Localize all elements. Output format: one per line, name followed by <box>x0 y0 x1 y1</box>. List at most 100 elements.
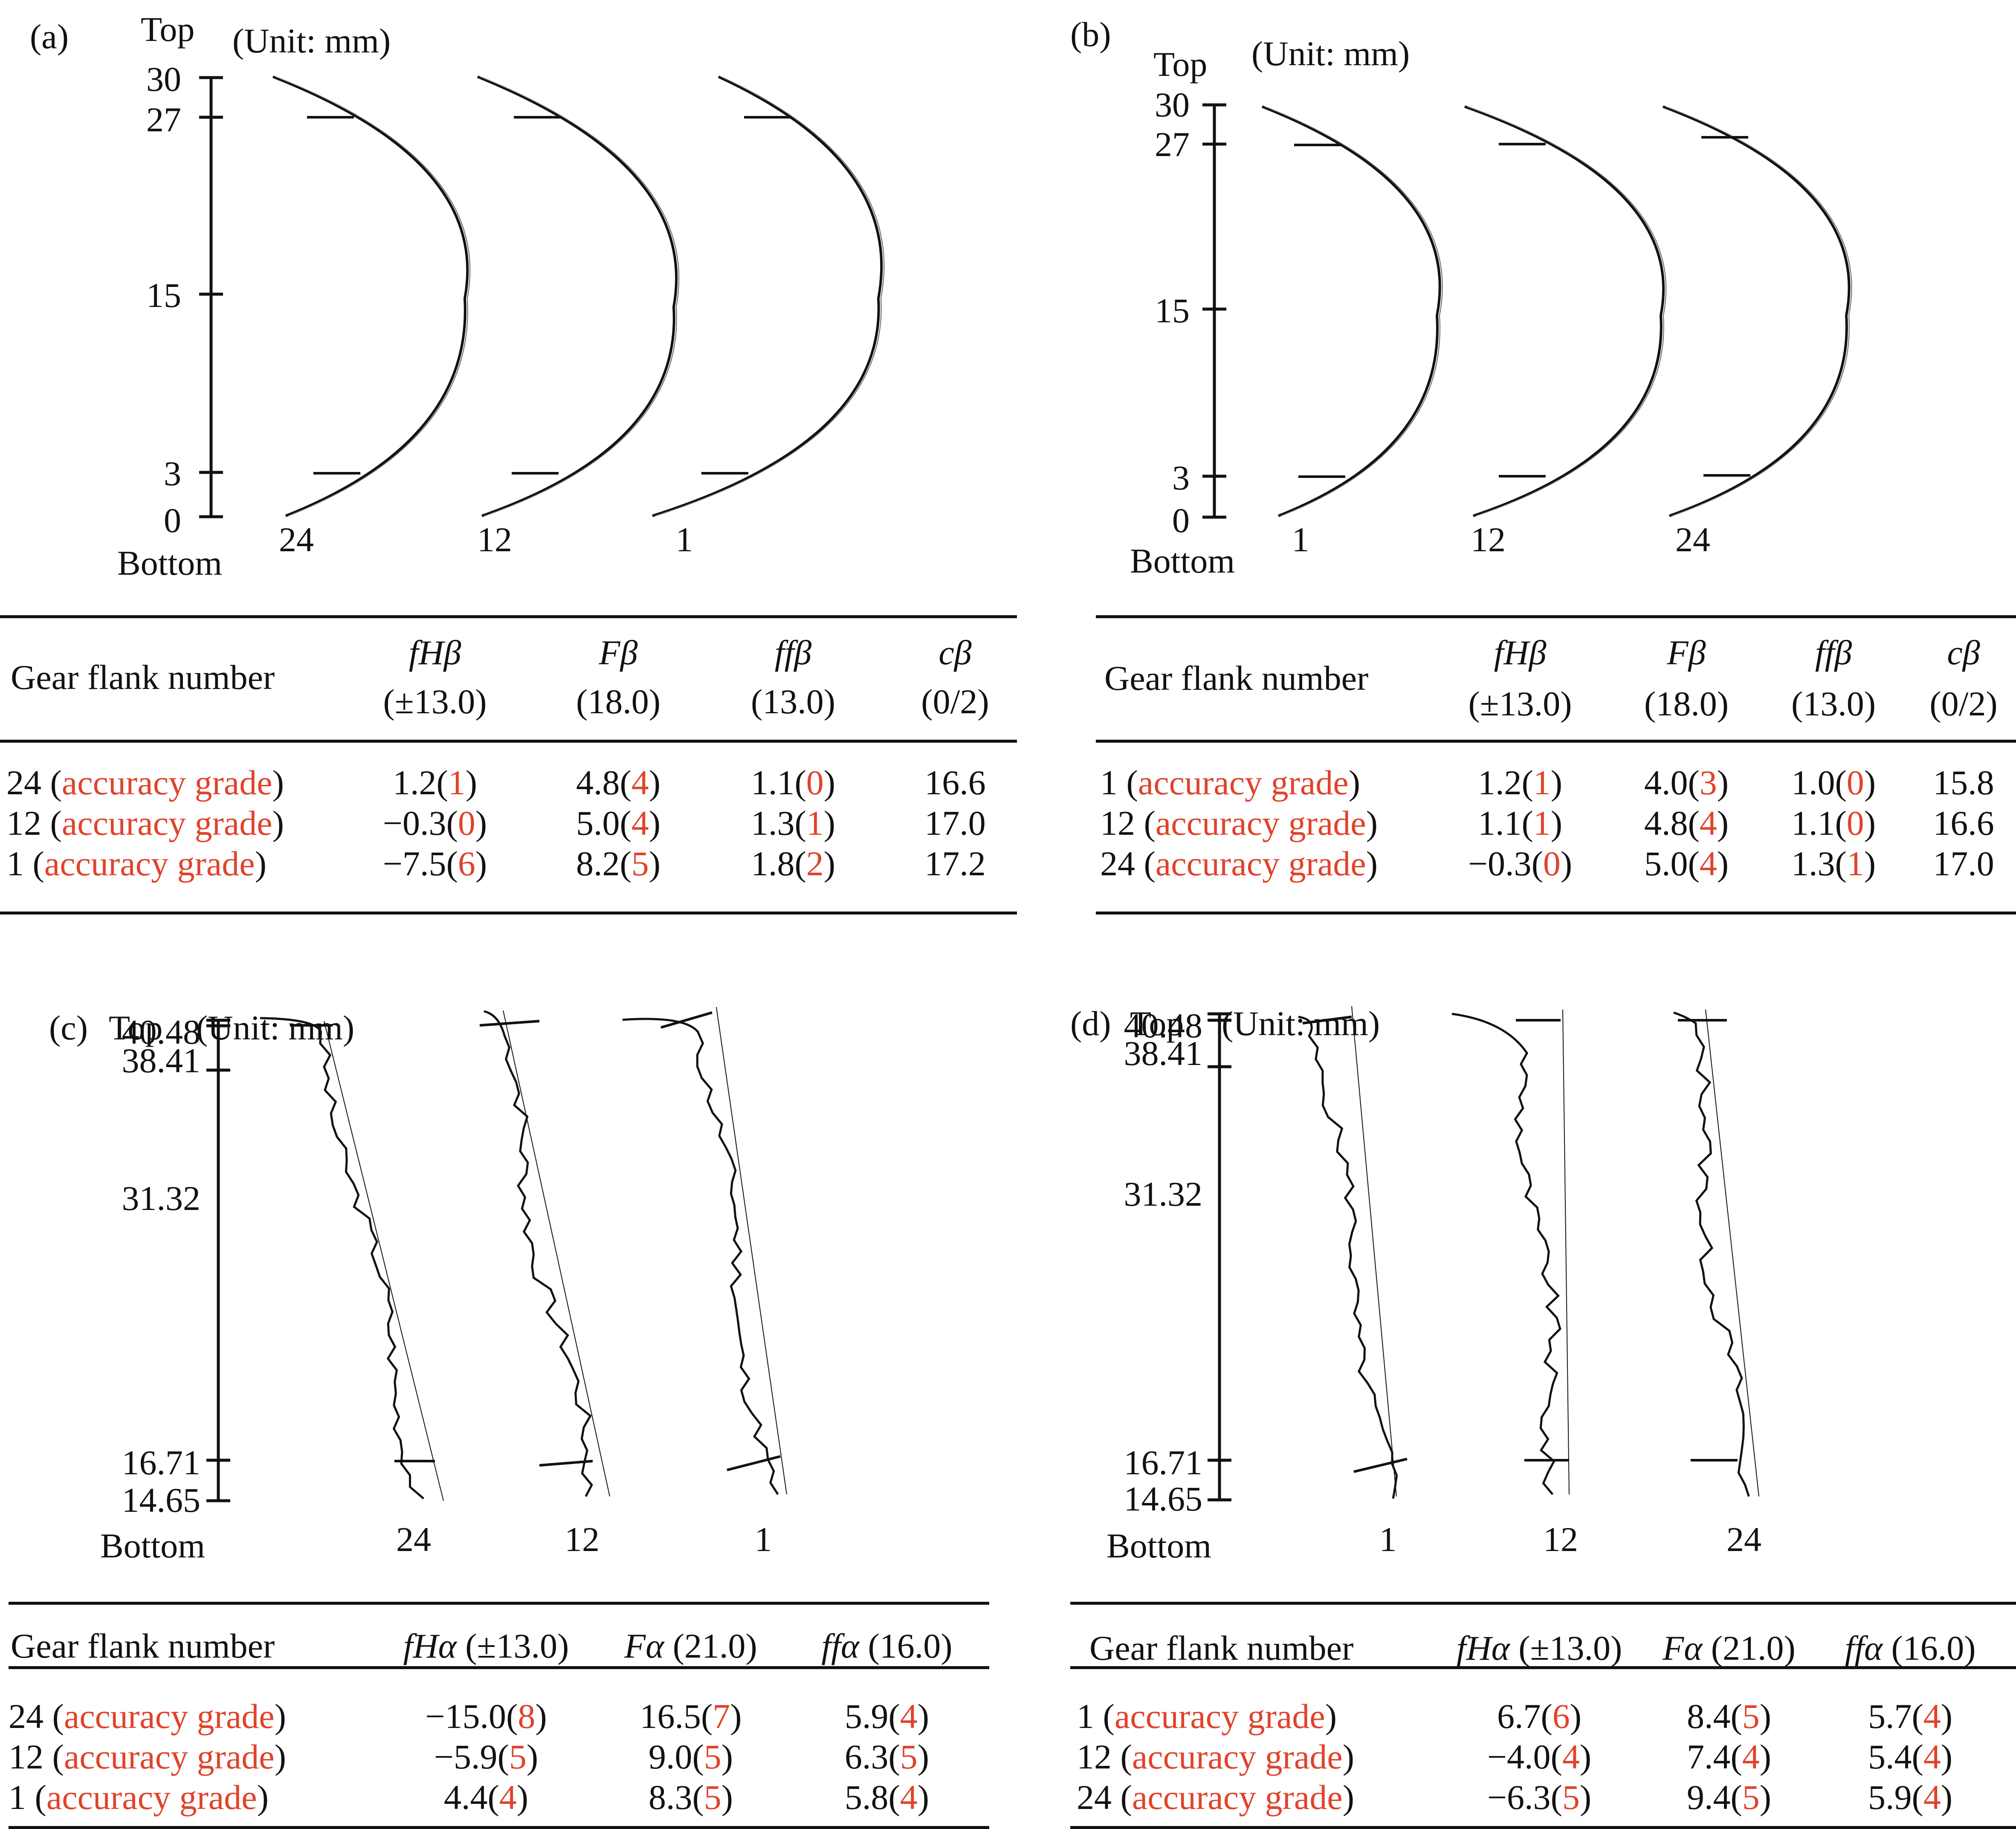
value-text: ) <box>272 763 284 802</box>
measured-trace <box>1464 105 1665 517</box>
value-text: (21.0) <box>664 1626 757 1665</box>
value-text: ) <box>1348 763 1361 802</box>
measured-profile-trace <box>1451 1013 1561 1495</box>
table-rule <box>0 615 1017 618</box>
table-cell: −7.5(6) <box>371 846 499 881</box>
value-text: ( <box>32 844 44 883</box>
value-text: ) <box>721 1778 733 1817</box>
table-row-label: 24 (accuracy grade) <box>1100 846 1378 881</box>
table-header-gear-flank: Gear flank number <box>1104 659 1369 697</box>
tick-label: 38.41 <box>122 1041 201 1080</box>
table-header-tolerance: (0/2) <box>921 682 989 721</box>
value-text: 24 <box>6 763 50 802</box>
table-header-symbol: ffβ <box>1815 633 1852 672</box>
value-text: 1.1 <box>750 763 795 802</box>
table-rule <box>9 1602 989 1605</box>
table-cell: 4.4(4) <box>414 1780 559 1815</box>
unit-label: (Unit: mm) <box>1251 34 1410 73</box>
table-header-tolerance: (±13.0) <box>383 682 487 721</box>
table-rule <box>1096 615 2016 618</box>
value-text: ) <box>475 804 487 842</box>
accuracy-grade-value: accuracy grade <box>1132 1778 1343 1817</box>
table-header-symbol: ffβ <box>774 633 812 672</box>
flank-label: 24 <box>1675 520 1710 559</box>
accuracy-grade-value: 4 <box>1923 1737 1941 1776</box>
panel-tag: (a) <box>30 17 69 56</box>
flank-label: 12 <box>1543 1520 1578 1559</box>
table-header: ffα (16.0) <box>1812 1631 2008 1666</box>
value-text: ) <box>475 844 487 883</box>
value-text: ) <box>917 1697 930 1736</box>
value-text: ( <box>1730 1737 1742 1776</box>
value-text: ( <box>692 1737 704 1776</box>
value-text: 12 <box>9 1737 52 1776</box>
value-text: ) <box>272 804 284 842</box>
table-cell: 1.1(0) <box>729 765 857 800</box>
value-text: ) <box>274 1737 287 1776</box>
value-text: ) <box>1864 844 1876 883</box>
value-text: ( <box>506 1697 518 1736</box>
accuracy-grade-value: 5 <box>704 1737 721 1776</box>
accuracy-grade-value: 5 <box>1742 1697 1760 1736</box>
panel-tag: (d) <box>1070 1004 1111 1043</box>
value-text: ) <box>1579 1778 1592 1817</box>
accuracy-grade-value: 1 <box>1533 763 1551 802</box>
flank-label: 1 <box>1292 520 1309 559</box>
value-text: ( <box>1144 804 1156 842</box>
value-text: ) <box>917 1778 930 1817</box>
table-cell: 15.8 <box>1933 763 1994 802</box>
accuracy-grade-value: 0 <box>1846 804 1864 842</box>
value-text: ( <box>1835 763 1847 802</box>
table-cell: 16.6 <box>1933 804 1994 842</box>
tick-label: 15 <box>1155 291 1190 330</box>
tick-label: 16.71 <box>1124 1443 1203 1482</box>
value-text: −15.0 <box>425 1697 507 1736</box>
measured-profile-trace <box>484 1010 593 1497</box>
table-cell: 8.2(5) <box>554 846 682 881</box>
flank-label: 24 <box>396 1520 431 1559</box>
value-text: ) <box>823 844 836 883</box>
value-text: 8.3 <box>648 1778 692 1817</box>
table-cell: 1.1(0) <box>1770 806 1897 841</box>
table-row-label: 1 (accuracy grade) <box>9 1780 269 1815</box>
value-text: ( <box>52 1737 64 1776</box>
table-cell: −6.3(5) <box>1467 1780 1612 1815</box>
value-text: ( <box>497 1737 509 1776</box>
accuracy-grade-value: accuracy grade <box>1132 1737 1343 1776</box>
value-text: 6.7 <box>1497 1697 1541 1736</box>
tick-label: 27 <box>146 100 181 139</box>
value-text: 1.2 <box>392 763 437 802</box>
table-cell: 6.7(6) <box>1467 1699 1612 1734</box>
value-text: ( <box>1835 804 1847 842</box>
table-cell: 5.0(4) <box>554 806 682 841</box>
table-cell: 9.4(5) <box>1657 1780 1802 1815</box>
table-cell: 1.8(2) <box>729 846 857 881</box>
table-header-tolerance: (13.0) <box>750 682 836 721</box>
table-row-label: 12 (accuracy grade) <box>9 1739 286 1774</box>
table-cell: 1.0(0) <box>1770 765 1897 800</box>
table-row-label: 12 (accuracy grade) <box>1077 1739 1354 1774</box>
measured-profile-trace <box>1673 1011 1750 1497</box>
value-text: ) <box>1759 1737 1772 1776</box>
value-text: 8.4 <box>1686 1697 1731 1736</box>
value-text: 9.4 <box>1686 1778 1731 1817</box>
value-text: ) <box>1560 844 1573 883</box>
accuracy-grade-value: 1 <box>1533 804 1551 842</box>
tick-label: 16.71 <box>122 1443 201 1482</box>
value-text: −5.9 <box>434 1737 498 1776</box>
table-cell: 1.1(1) <box>1456 806 1584 841</box>
accuracy-grade-value: 1 <box>1846 844 1864 883</box>
value-text: ( <box>794 844 806 883</box>
value-text: ) <box>1342 1737 1355 1776</box>
accuracy-grade-value: 4 <box>631 804 649 842</box>
accuracy-grade-value: accuracy grade <box>44 844 255 883</box>
top-label: Top <box>1130 1004 1184 1043</box>
table-header-symbol: Fβ <box>1667 633 1706 672</box>
tick-label: 0 <box>164 501 181 540</box>
value-text: 12 <box>1077 1737 1121 1776</box>
reference-trace <box>1264 106 1443 516</box>
value-text: ( <box>794 804 806 842</box>
value-text: ( <box>1541 1697 1553 1736</box>
reference-profile-line <box>1351 1006 1397 1497</box>
accuracy-grade-value: 8 <box>518 1697 536 1736</box>
